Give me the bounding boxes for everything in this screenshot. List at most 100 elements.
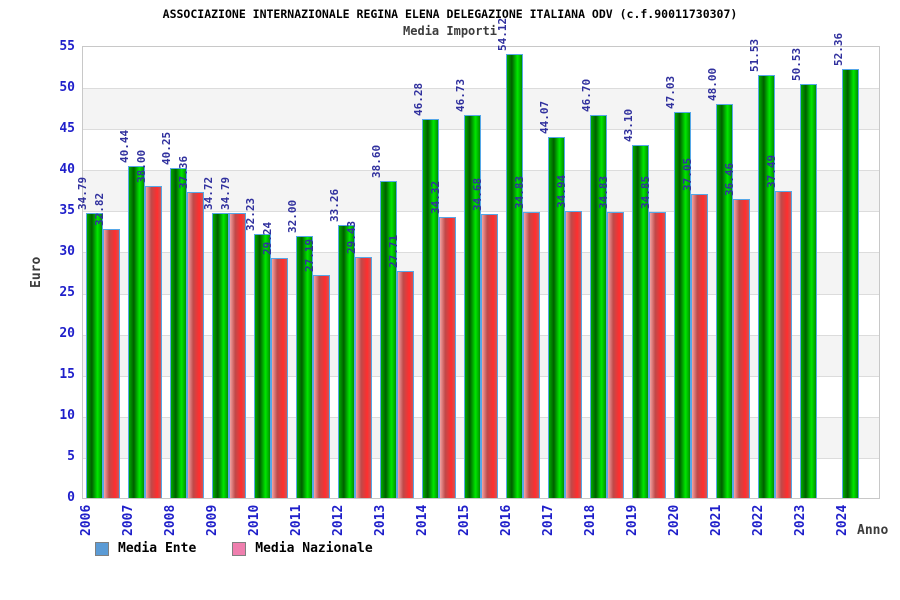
bar-value-label: 38.00: [134, 150, 148, 184]
x-tick-label: 2011: [289, 504, 304, 536]
bar-media-ente-2017: [548, 136, 565, 498]
bar-media-ente-2009: [212, 213, 229, 498]
bar-value-label: 46.73: [453, 78, 467, 112]
x-tick-label: 2022: [751, 504, 766, 536]
bar-media-nazionale-2015: [481, 213, 498, 498]
grid-line: [83, 88, 879, 90]
bar-value-label: 34.72: [201, 177, 215, 211]
y-tick-label: 5: [67, 449, 75, 464]
bar-media-nazionale-2008: [187, 191, 204, 498]
bar-value-label: 37.05: [680, 158, 694, 192]
bar-media-ente-2015: [464, 114, 481, 498]
x-tick-label: 2021: [709, 504, 724, 536]
y-tick-label: 15: [59, 367, 75, 382]
bar-media-ente-2007: [128, 166, 145, 498]
bar-media-ente-2014: [422, 118, 439, 498]
bar-media-nazionale-2017: [565, 211, 582, 498]
grid-line: [83, 129, 879, 131]
x-tick-label: 2016: [499, 504, 514, 536]
bar-media-ente-2008: [170, 167, 187, 498]
bar-media-ente-2010: [254, 233, 271, 498]
x-tick-label: 2015: [457, 504, 472, 536]
bar-media-ente-2024: [842, 68, 859, 498]
bar-media-nazionale-2010: [271, 258, 288, 498]
bar-value-label: 37.49: [764, 154, 778, 188]
bar-media-ente-2013: [380, 181, 397, 498]
x-tick-label: 2018: [583, 504, 598, 536]
bar-value-label: 51.53: [747, 39, 761, 73]
grid-line: [83, 211, 879, 213]
bar-value-label: 34.85: [638, 176, 652, 210]
x-tick-label: 2012: [331, 504, 346, 536]
y-tick-label: 40: [59, 162, 75, 177]
chart-subtitle: Media Importi: [403, 24, 497, 38]
legend-item-media-nazionale: Media Nazionale: [232, 541, 373, 556]
x-tick-label: 2023: [793, 504, 808, 536]
bar-value-label: 43.10: [621, 108, 635, 142]
x-tick-label: 2017: [541, 504, 556, 536]
bar-value-label: 36.46: [722, 162, 736, 197]
bar-value-label: 29.43: [344, 220, 358, 254]
bar-value-label: 34.83: [596, 176, 610, 210]
x-axis-title: Anno: [857, 523, 889, 538]
bar-value-label: 34.83: [512, 176, 526, 210]
y-axis-title: Euro: [29, 256, 44, 288]
x-tick-label: 2024: [835, 504, 850, 536]
bar-media-ente-2020: [674, 112, 691, 498]
legend-label-media-nazionale: Media Nazionale: [255, 541, 373, 556]
bar-value-label: 38.60: [369, 145, 383, 179]
bar-media-nazionale-2022: [775, 190, 792, 498]
bar-value-label: 34.79: [75, 176, 89, 210]
bar-value-label: 50.53: [789, 47, 803, 81]
y-tick-label: 30: [59, 244, 75, 259]
bar-value-label: 34.79: [218, 176, 232, 210]
legend-item-media-ente: Media Ente: [95, 541, 196, 556]
bar-media-ente-2021: [716, 104, 733, 498]
legend: Media Ente Media Nazionale: [95, 541, 373, 556]
bar-value-label: 27.71: [386, 234, 400, 268]
bar-media-nazionale-2021: [733, 199, 750, 498]
bar-value-label: 34.32: [428, 180, 442, 214]
bar-media-nazionale-2007: [145, 186, 162, 498]
bar-value-label: 27.19: [302, 238, 316, 273]
bar-media-ente-2018: [590, 115, 607, 498]
bar-value-label: 32.82: [92, 192, 106, 226]
legend-swatch-media-nazionale: [232, 541, 247, 556]
y-tick-label: 20: [59, 326, 75, 341]
y-tick-label: 25: [59, 285, 75, 300]
bar-media-ente-2011: [296, 235, 313, 498]
bar-value-label: 47.03: [663, 76, 677, 110]
bar-value-label: 52.36: [831, 32, 845, 66]
bar-media-ente-2019: [632, 144, 649, 498]
bar-media-nazionale-2014: [439, 216, 456, 498]
y-tick-label: 50: [59, 80, 75, 95]
bar-value-label: 40.25: [159, 131, 173, 165]
y-tick-label: 0: [67, 490, 75, 505]
bar-media-nazionale-2006: [103, 228, 120, 498]
bar-value-label: 40.44: [117, 130, 131, 164]
x-tick-label: 2014: [415, 504, 430, 536]
x-tick-label: 2009: [205, 504, 220, 536]
bar-media-ente-2022: [758, 75, 775, 498]
x-tick-label: 2013: [373, 504, 388, 536]
x-tick-label: 2019: [625, 504, 640, 536]
y-tick-label: 10: [59, 408, 75, 423]
legend-swatch-media-ente: [95, 541, 109, 556]
bar-value-label: 46.28: [411, 82, 425, 116]
bar-media-nazionale-2011: [313, 275, 330, 498]
y-tick-label: 35: [59, 203, 75, 218]
x-tick-label: 2008: [163, 504, 178, 536]
bar-value-label: 48.00: [705, 68, 719, 102]
grid-band: [83, 88, 879, 130]
bar-value-label: 46.70: [579, 78, 593, 113]
bar-media-nazionale-2009: [229, 212, 246, 498]
bar-media-ente-2023: [800, 83, 817, 498]
x-tick-label: 2007: [121, 504, 136, 536]
bar-value-label: 32.00: [285, 199, 299, 233]
bar-value-label: 34.94: [554, 175, 568, 209]
bar-value-label: 37.36: [176, 155, 190, 189]
bar-value-label: 34.68: [470, 177, 484, 211]
bar-value-label: 29.24: [260, 222, 274, 256]
bar-media-nazionale-2013: [397, 270, 414, 498]
